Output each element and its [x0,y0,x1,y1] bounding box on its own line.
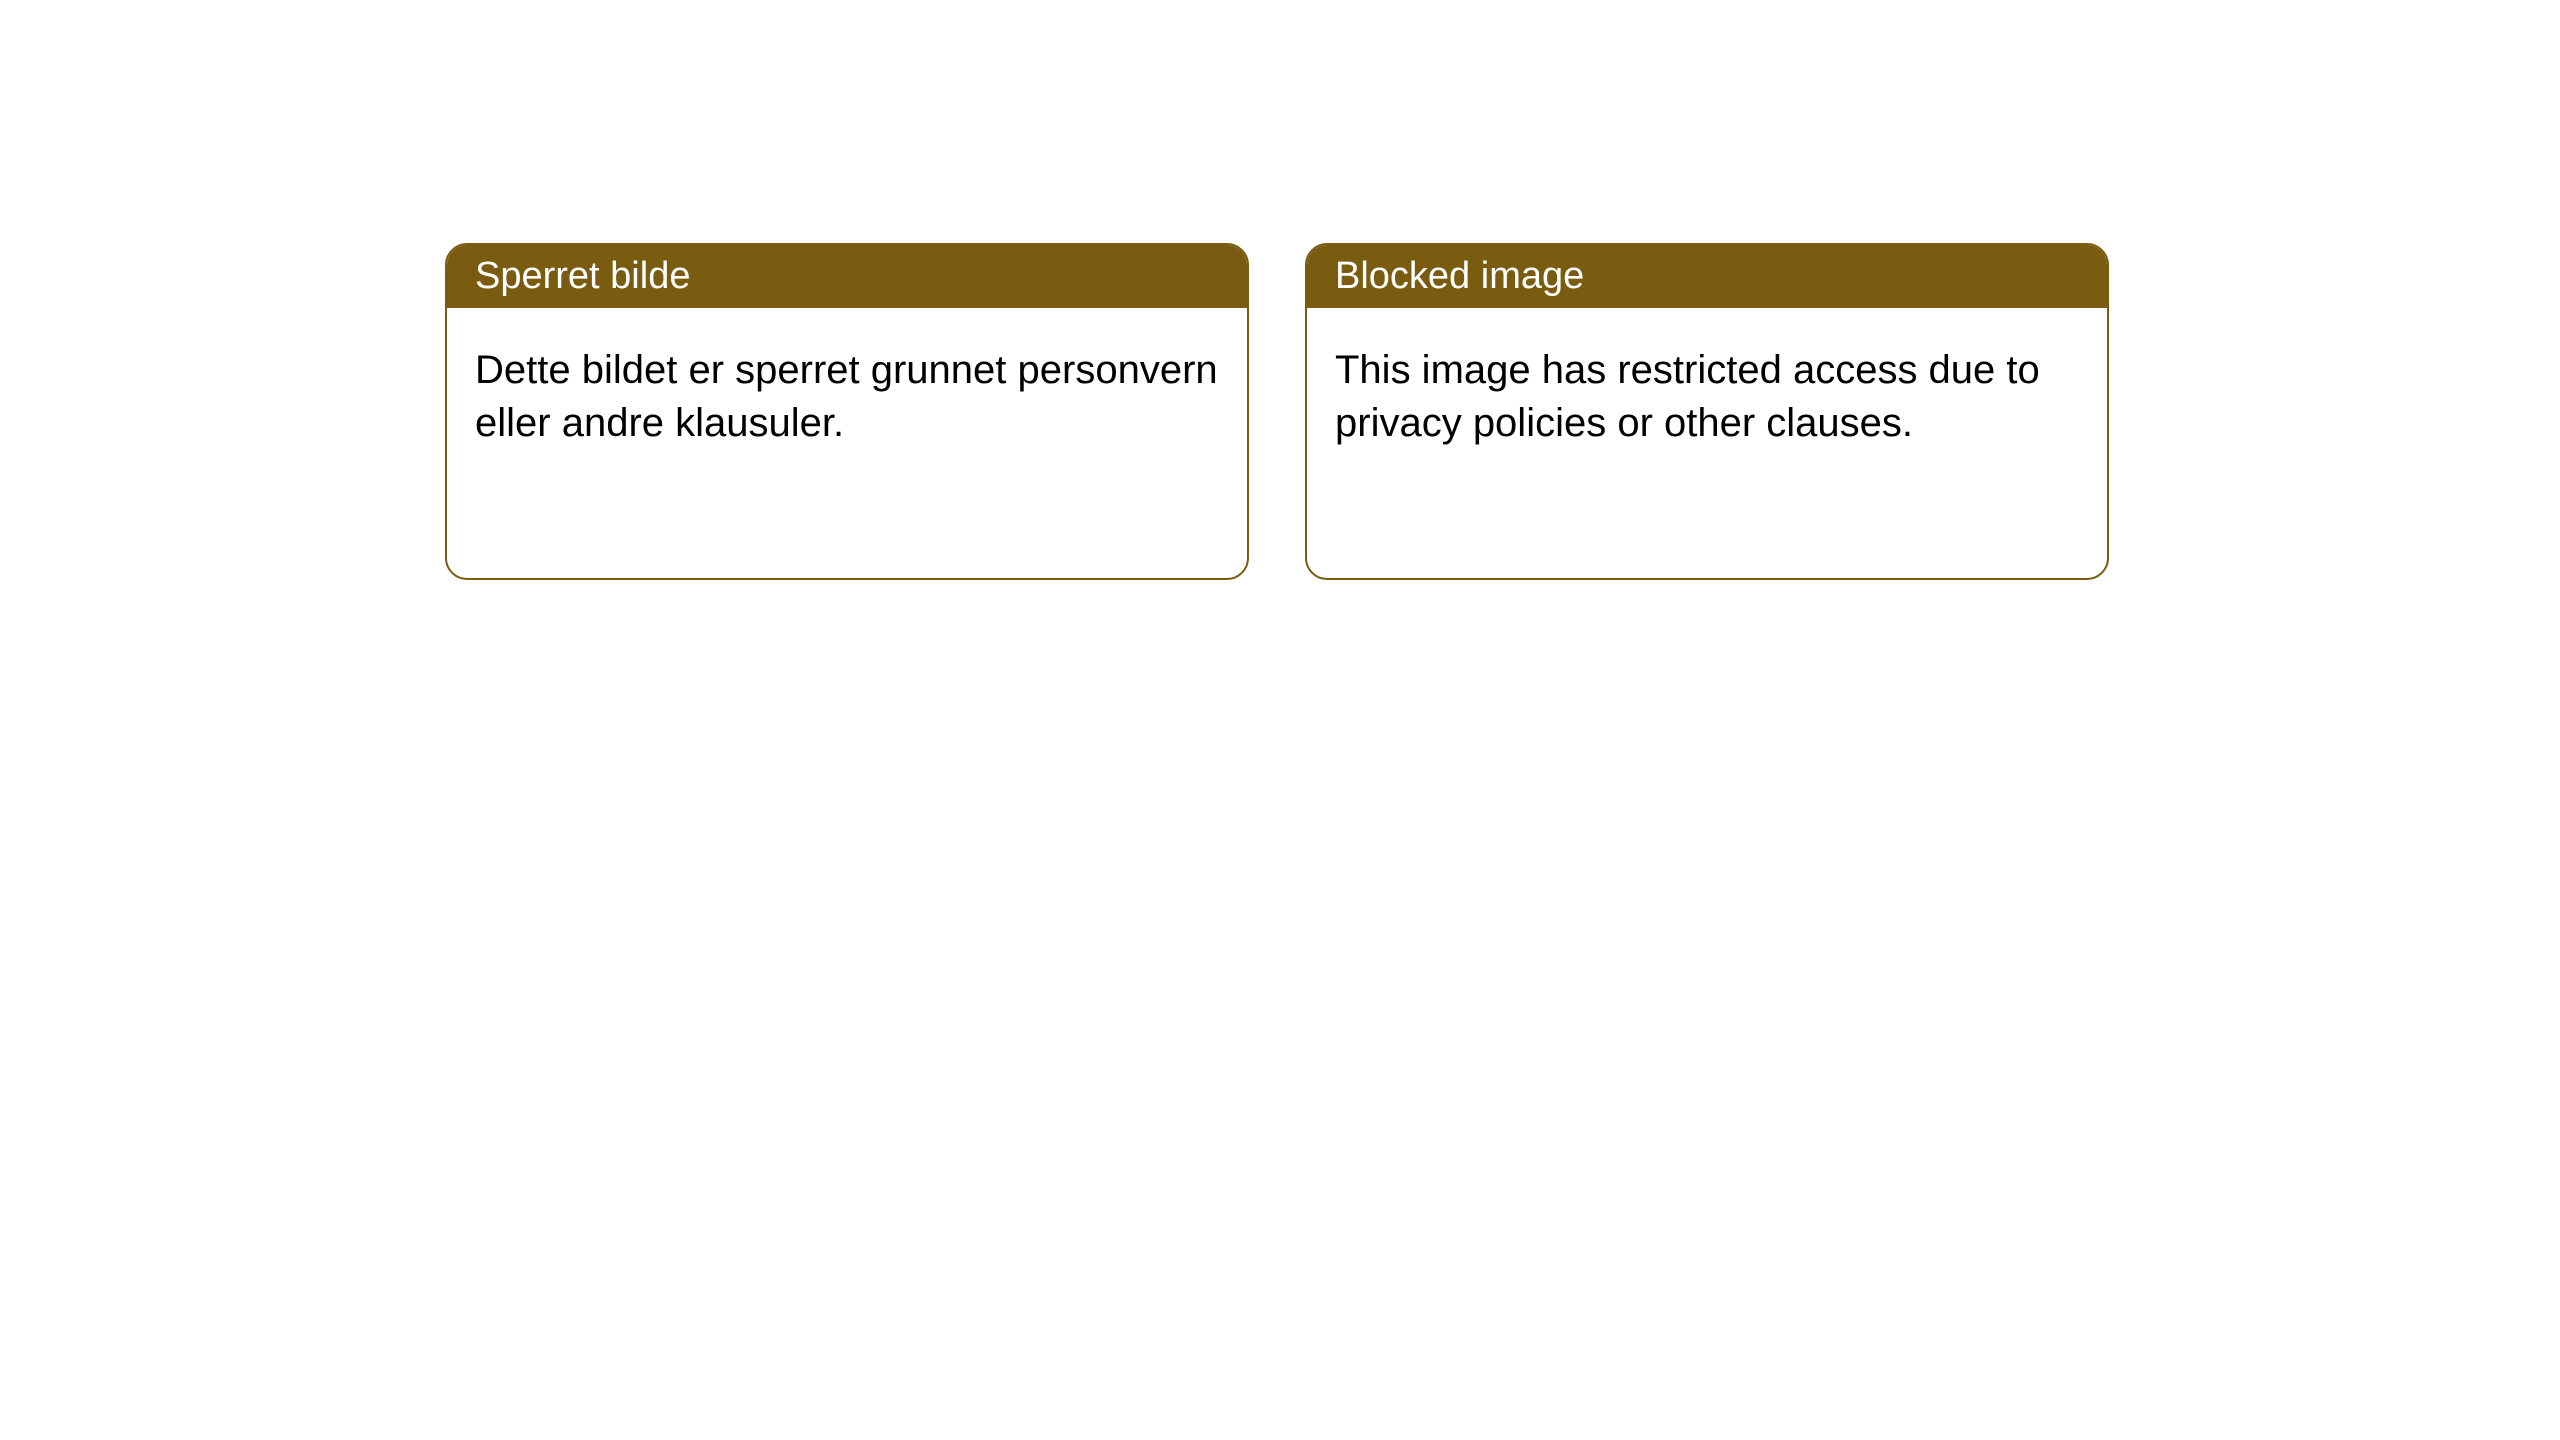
card-header: Sperret bilde [447,245,1247,308]
card-title: Blocked image [1335,255,1584,297]
card-message: Dette bildet er sperret grunnet personve… [475,348,1218,445]
notice-container: Sperret bilde Dette bildet er sperret gr… [0,0,2560,580]
card-header: Blocked image [1307,245,2107,308]
card-title: Sperret bilde [475,255,690,297]
card-body: This image has restricted access due to … [1307,308,2107,486]
card-message: This image has restricted access due to … [1335,348,2040,445]
blocked-image-card-en: Blocked image This image has restricted … [1305,243,2109,580]
card-body: Dette bildet er sperret grunnet personve… [447,308,1247,486]
blocked-image-card-no: Sperret bilde Dette bildet er sperret gr… [445,243,1249,580]
